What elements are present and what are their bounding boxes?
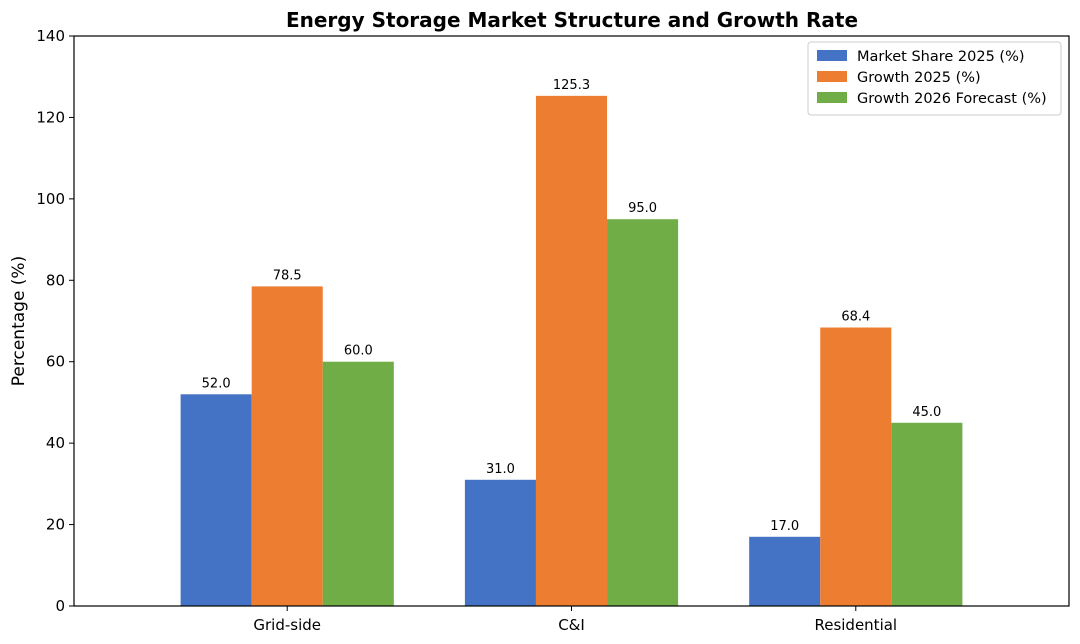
bar-value-label: 78.5: [273, 268, 302, 283]
bars-group: [180, 95, 963, 606]
bar-1-2: [464, 479, 536, 606]
y-tick-label: 120: [36, 108, 65, 126]
bar-value-label: 17.0: [770, 519, 799, 534]
bar-3-1: [322, 361, 394, 606]
bar-value-label: 52.0: [202, 376, 231, 391]
bar-3-3: [891, 422, 963, 606]
bar-value-label: 31.0: [486, 462, 515, 477]
x-tick-label: C&I: [558, 616, 585, 634]
x-axis-ticks: Grid-side C&I Residential: [253, 606, 897, 634]
y-tick-label: 0: [55, 597, 65, 615]
y-tick-label: 100: [36, 190, 65, 208]
y-tick-label: 80: [46, 271, 65, 289]
bar-3-2: [607, 219, 679, 606]
bar-2-3: [820, 327, 892, 606]
bar-1-1: [180, 394, 252, 606]
legend-swatch: [817, 71, 847, 82]
legend-label: Market Share 2025 (%): [857, 49, 1025, 65]
legend-swatch: [817, 50, 847, 61]
legend-label: Growth 2025 (%): [857, 70, 981, 86]
plot-frame: [73, 35, 1070, 607]
bar-value-label: 125.3: [553, 78, 590, 93]
legend-label: Growth 2026 Forecast (%): [857, 91, 1047, 107]
bar-value-label: 95.0: [628, 201, 657, 216]
legend-box: [807, 41, 1062, 116]
bar-labels-group: 52.0 31.0 17.0 78.5 125.3 68.4 60.0 95.0 45.0: [202, 78, 942, 534]
y-tick-label: 40: [46, 434, 65, 452]
y-tick-label: 60: [46, 353, 65, 371]
bar-value-label: 45.0: [912, 405, 941, 420]
y-tick-label: 20: [46, 516, 65, 534]
y-tick-label: 140: [36, 27, 65, 45]
legend: Market Share 2025 (%) Growth 2025 (%) Grow…: [807, 41, 1062, 116]
bar-value-label: 68.4: [841, 310, 870, 325]
x-tick-label: Grid-side: [253, 616, 321, 634]
bar-2-2: [535, 95, 608, 606]
y-axis-ticks: 0 20 40 60 80 100 120 140: [36, 27, 74, 615]
bar-2-1: [251, 286, 323, 606]
bar-value-label: 60.0: [344, 344, 373, 359]
y-axis-label: Percentage (%): [9, 256, 29, 386]
chart-title: Energy Storage Market Structure and Grow…: [286, 8, 858, 32]
x-tick-label: Residential: [814, 616, 897, 634]
legend-swatch: [817, 92, 847, 103]
bar-1-3: [749, 536, 821, 606]
